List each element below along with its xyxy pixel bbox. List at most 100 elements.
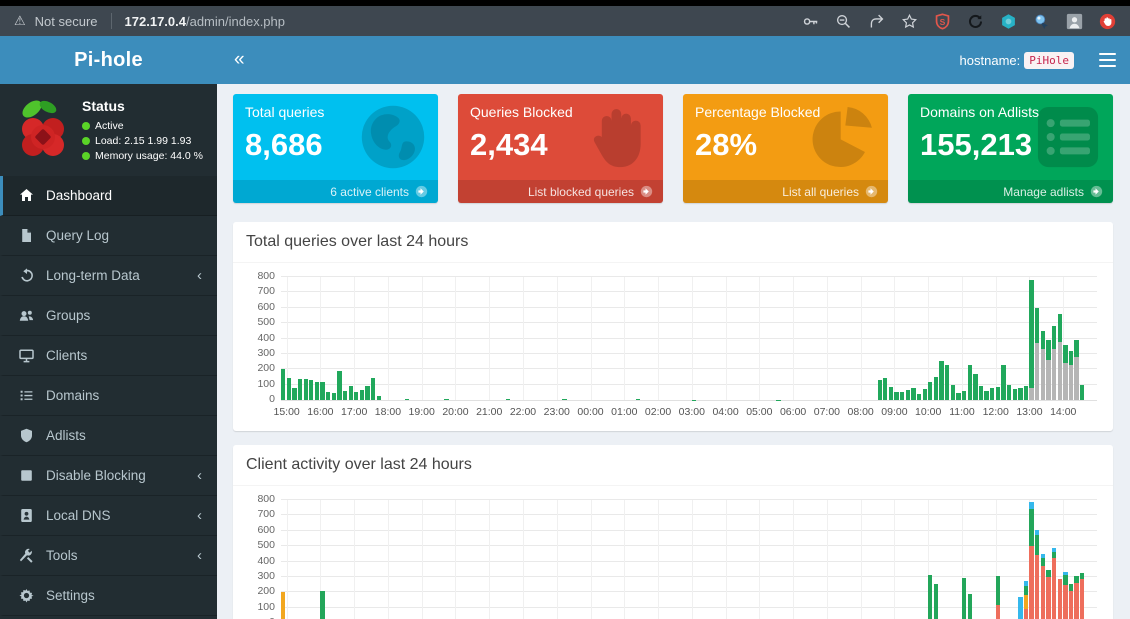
desktop-icon: [18, 348, 34, 363]
bar-segment-gray: [1057, 341, 1062, 400]
sidebar-item-tools[interactable]: Tools ‹: [0, 536, 217, 576]
bar-segment-green: [1046, 569, 1051, 577]
sidebar-item-settings[interactable]: Settings: [0, 576, 217, 616]
status-row-text: Active: [95, 120, 124, 132]
url-field[interactable]: 172.17.0.4/admin/index.php: [125, 14, 285, 29]
x-tick-label: 16:00: [307, 406, 334, 418]
gridline: [281, 545, 1097, 547]
query-bar: [348, 386, 353, 400]
card-footer-link[interactable]: List all queries: [683, 180, 888, 203]
address-book-icon: [18, 508, 34, 523]
query-bar: [905, 390, 910, 400]
sidebar-item-disable-blocking[interactable]: Disable Blocking ‹: [0, 456, 217, 496]
query-bar: [342, 390, 348, 400]
card-footer-link[interactable]: List blocked queries: [458, 180, 663, 203]
bar-segment-green: [331, 393, 336, 400]
query-bar: [635, 399, 640, 400]
y-tick-label: 200: [257, 585, 275, 598]
key-icon[interactable]: [801, 12, 819, 30]
x-tick-label: 18:00: [374, 406, 402, 418]
x-tick-label: 11:00: [949, 406, 975, 418]
bar-segment-green: [1051, 326, 1057, 350]
star-icon[interactable]: [900, 12, 918, 30]
security-label[interactable]: Not secure: [34, 13, 98, 29]
ext-orb-icon[interactable]: [1032, 12, 1050, 30]
gridline: [281, 560, 1097, 562]
chevron-left-icon: ‹: [197, 507, 202, 524]
total-queries-plot-area[interactable]: 0 100 200 300 400 500 600 700 800: [257, 270, 1097, 405]
query-bar: [314, 381, 320, 400]
ext-shield-s-icon[interactable]: S: [933, 12, 951, 30]
sidebar-item-dashboard[interactable]: Dashboard: [0, 176, 217, 216]
query-bar: [320, 591, 325, 619]
y-tick-label: 600: [257, 300, 275, 313]
tools-icon: [18, 548, 34, 563]
query-bar: [939, 360, 944, 400]
bar-segment-green: [961, 578, 967, 619]
gridline: [320, 500, 322, 619]
zoom-out-icon[interactable]: [834, 12, 852, 30]
x-tick-label: 04:00: [712, 406, 739, 418]
card-footer-link[interactable]: 6 active clients: [233, 180, 438, 203]
sidebar-collapse-button[interactable]: «: [234, 49, 245, 70]
bar-segment-green: [444, 399, 449, 400]
x-tick-label: 01:00: [611, 406, 638, 418]
card-footer-label: List blocked queries: [527, 184, 634, 199]
bar-segment-gray: [1046, 360, 1051, 400]
x-tick-label: 07:00: [813, 406, 841, 418]
x-tick-label: 13:00: [1016, 406, 1043, 418]
url-path: /admin/index.php: [185, 13, 285, 29]
x-tick-label: 00:00: [577, 406, 604, 418]
summary-card-total-queries[interactable]: Total queries 8,686 6 active clients: [233, 94, 438, 203]
bar-segment-red: [1057, 579, 1062, 619]
summary-card-queries-blocked[interactable]: Queries Blocked 2,434 List blocked queries: [458, 94, 663, 203]
gridline: [691, 277, 693, 400]
gridline: [281, 276, 1097, 277]
query-bar: [911, 387, 916, 400]
sidebar-item-clients[interactable]: Clients: [0, 336, 217, 376]
bar-segment-cyan: [1035, 530, 1040, 536]
query-bar: [281, 592, 286, 619]
sidebar-item-label: Long-term Data: [46, 268, 140, 283]
sidebar-item-label: Settings: [46, 588, 95, 603]
arrow-circle-icon: [640, 185, 653, 198]
y-tick-label: 300: [257, 346, 275, 359]
summary-card-percentage-blocked[interactable]: Percentage Blocked 28% List all queries: [683, 94, 888, 203]
ext-hand-icon[interactable]: [1098, 12, 1116, 30]
bar-segment-green: [342, 390, 348, 400]
share-icon[interactable]: [867, 12, 885, 30]
sidebar-item-domains[interactable]: Domains: [0, 376, 217, 416]
y-tick-label: 500: [257, 316, 275, 329]
hostname-label: hostname:: [959, 52, 1021, 68]
status-dot-icon: [82, 152, 90, 160]
bar-segment-green: [1057, 313, 1062, 342]
hamburger-menu-button[interactable]: [1084, 36, 1130, 84]
x-tick-label: 08:00: [847, 406, 874, 418]
sidebar-item-long-term-data[interactable]: Long-term Data ‹: [0, 256, 217, 296]
query-bar: [281, 369, 286, 400]
sidebar-item-local-dns[interactable]: Local DNS ‹: [0, 496, 217, 536]
bar-segment-green: [933, 583, 939, 619]
bar-segment-green: [916, 393, 922, 400]
bar-segment-gray: [1063, 363, 1068, 400]
gridline: [894, 277, 896, 400]
summary-card-domains-on-adlists[interactable]: Domains on Adlists 155,213 Manage adlists: [908, 94, 1113, 203]
bar-segment-green: [1029, 509, 1034, 547]
sidebar-item-groups[interactable]: Groups: [0, 296, 217, 336]
bar-segment-gray: [1068, 364, 1074, 400]
brand-logo[interactable]: Pi-hole: [0, 36, 217, 84]
sidebar-item-query-log[interactable]: Query Log: [0, 216, 217, 256]
ext-avatar-icon[interactable]: [1065, 12, 1083, 30]
ext-hexagon-icon[interactable]: [999, 12, 1017, 30]
raspberry-logo-icon: [22, 100, 64, 156]
bar-segment-green: [1074, 340, 1079, 357]
ext-refresh-icon[interactable]: [966, 12, 984, 30]
query-bar: [1023, 580, 1029, 619]
card-footer-link[interactable]: Manage adlists: [908, 180, 1113, 203]
sidebar-item-adlists[interactable]: Adlists: [0, 416, 217, 456]
bar-segment-red: [1068, 591, 1074, 619]
gridline: [281, 529, 1097, 531]
browser-toolbar-icons: S: [801, 12, 1116, 30]
query-bar: [286, 378, 291, 400]
